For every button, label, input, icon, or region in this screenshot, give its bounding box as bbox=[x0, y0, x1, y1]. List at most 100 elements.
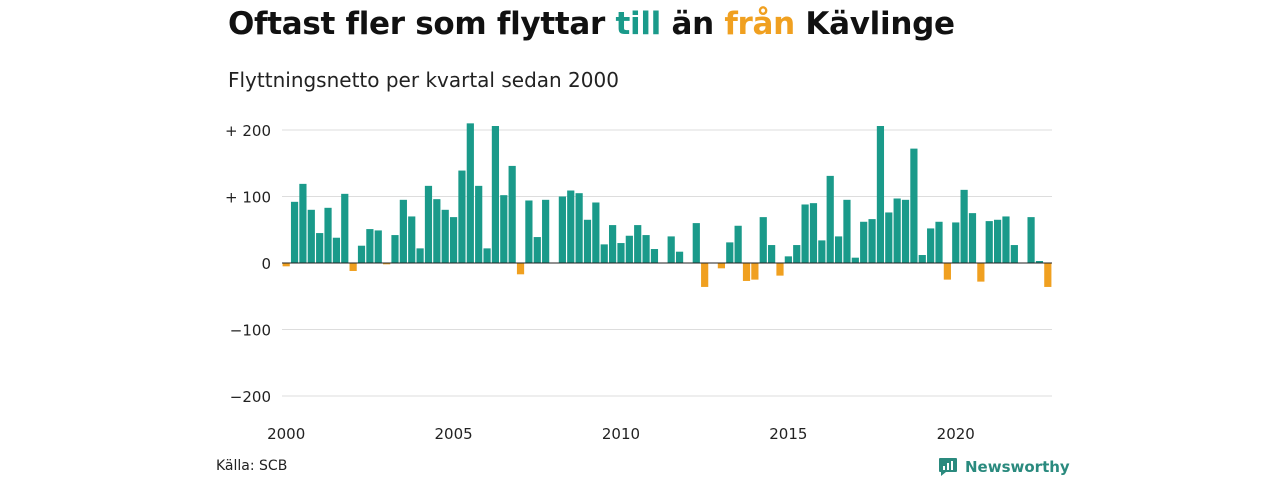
bar-2020Q3 bbox=[968, 213, 977, 264]
bar-2014Q3 bbox=[768, 245, 776, 263]
bar-2010Q3 bbox=[634, 225, 642, 263]
bar-2014Q4 bbox=[776, 263, 784, 276]
bar-2017Q2 bbox=[860, 221, 868, 263]
bar-2005Q3 bbox=[466, 123, 474, 263]
bar-2014Q2 bbox=[759, 217, 767, 263]
y-tick-label: + 200 bbox=[225, 122, 271, 140]
bar-2006Q3 bbox=[500, 195, 508, 263]
chart-subtitle: Flyttningsnetto per kvartal sedan 2000 bbox=[228, 68, 619, 92]
bar-2005Q4 bbox=[475, 185, 483, 263]
bar-2016Q4 bbox=[843, 199, 851, 263]
y-axis-ticks: + 200 + 100 0 −100 −200 bbox=[225, 122, 271, 406]
bar-2005Q2 bbox=[458, 170, 466, 263]
bar-2001Q3 bbox=[332, 237, 340, 263]
bar-2003Q1 bbox=[383, 263, 391, 265]
bar-2000Q3 bbox=[299, 183, 307, 263]
bar-2010Q4 bbox=[642, 235, 650, 263]
brand-name: Newsworthy bbox=[965, 458, 1070, 476]
bar-2015Q3 bbox=[801, 204, 809, 263]
x-axis-ticks: 2000 2005 2010 2015 2020 bbox=[267, 425, 975, 443]
bar-2009Q3 bbox=[600, 244, 608, 263]
bar-2002Q4 bbox=[374, 230, 382, 263]
bar-2019Q4 bbox=[943, 263, 951, 280]
bar-2011Q4 bbox=[675, 251, 684, 263]
bar-2000Q4 bbox=[307, 209, 315, 263]
bar-2010Q1 bbox=[617, 243, 625, 263]
x-tick-label: 2005 bbox=[434, 425, 472, 443]
chart-title: Oftast fler som flyttar till än från Käv… bbox=[228, 6, 955, 42]
bar-2000Q1 bbox=[282, 263, 290, 267]
bar-2019Q3 bbox=[935, 221, 943, 263]
bar-2010Q2 bbox=[625, 235, 633, 263]
bar-2004Q2 bbox=[424, 185, 433, 263]
bar-2018Q1 bbox=[885, 212, 893, 263]
bar-2015Q2 bbox=[793, 245, 801, 263]
bar-2001Q4 bbox=[341, 193, 349, 263]
title-till: till bbox=[615, 6, 661, 42]
bar-2013Q1 bbox=[717, 263, 725, 269]
title-fran: från bbox=[724, 6, 795, 42]
gridlines bbox=[282, 129, 1052, 397]
bar-2006Q4 bbox=[508, 165, 516, 263]
bar-2016Q2 bbox=[826, 175, 834, 263]
bar-2004Q3 bbox=[433, 199, 441, 263]
bar-2007Q4 bbox=[542, 199, 550, 263]
bar-2011Q1 bbox=[650, 249, 659, 263]
bar-2006Q2 bbox=[491, 126, 500, 263]
bar-2016Q3 bbox=[834, 236, 843, 263]
y-tick-label: + 100 bbox=[225, 189, 271, 207]
bars bbox=[282, 123, 1052, 287]
bar-2018Q4 bbox=[910, 148, 918, 263]
y-tick-label: −100 bbox=[230, 322, 271, 340]
bar-2007Q2 bbox=[525, 200, 533, 263]
x-tick-label: 2010 bbox=[602, 425, 640, 443]
bar-2020Q4 bbox=[977, 263, 985, 282]
bar-2002Q1 bbox=[349, 263, 357, 271]
title-part-5: Kävlinge bbox=[794, 6, 955, 42]
bar-2007Q1 bbox=[516, 263, 525, 275]
source-label: Källa: SCB bbox=[216, 458, 288, 474]
bar-2022Q3 bbox=[1035, 261, 1044, 263]
bar-2001Q1 bbox=[316, 233, 324, 263]
bar-2013Q4 bbox=[742, 263, 751, 281]
bar-2019Q2 bbox=[927, 228, 935, 263]
x-tick-label: 2015 bbox=[769, 425, 807, 443]
bar-2015Q1 bbox=[784, 256, 792, 263]
bar-2020Q1 bbox=[952, 222, 960, 263]
bar-2005Q1 bbox=[449, 217, 458, 263]
bar-2011Q3 bbox=[667, 236, 675, 263]
bar-2007Q3 bbox=[533, 237, 541, 263]
bar-2012Q3 bbox=[701, 263, 709, 287]
bar-2003Q2 bbox=[391, 235, 399, 263]
bar-2020Q2 bbox=[960, 189, 968, 263]
bar-2002Q2 bbox=[357, 245, 366, 263]
bar-2006Q1 bbox=[483, 248, 491, 263]
bar-2012Q2 bbox=[692, 223, 700, 263]
newsworthy-brand: Newsworthy bbox=[937, 456, 1070, 478]
x-tick-label: 2000 bbox=[267, 425, 305, 443]
bar-2017Q1 bbox=[851, 257, 859, 263]
title-part-1: Oftast fler som flyttar bbox=[228, 6, 616, 42]
bar-2002Q3 bbox=[366, 229, 374, 263]
bar-2008Q4 bbox=[575, 193, 583, 263]
bar-2021Q3 bbox=[1002, 216, 1010, 263]
bar-2017Q4 bbox=[876, 126, 885, 263]
bar-2004Q4 bbox=[441, 209, 449, 263]
bar-2009Q4 bbox=[609, 225, 617, 263]
bar-2013Q3 bbox=[734, 225, 742, 263]
bar-2021Q4 bbox=[1010, 245, 1018, 263]
bar-2015Q4 bbox=[809, 203, 818, 263]
x-tick-label: 2020 bbox=[937, 425, 975, 443]
bar-2013Q2 bbox=[726, 242, 734, 263]
bar-2021Q2 bbox=[994, 219, 1002, 263]
bar-2008Q2 bbox=[558, 196, 566, 263]
bar-2009Q1 bbox=[583, 219, 592, 263]
bar-2019Q1 bbox=[918, 255, 926, 263]
bar-2000Q2 bbox=[290, 201, 299, 263]
bar-2008Q3 bbox=[567, 190, 575, 263]
bar-2018Q3 bbox=[901, 199, 910, 263]
bar-2016Q1 bbox=[818, 240, 826, 263]
bar-2014Q1 bbox=[751, 263, 759, 280]
title-part-3: än bbox=[660, 6, 725, 42]
